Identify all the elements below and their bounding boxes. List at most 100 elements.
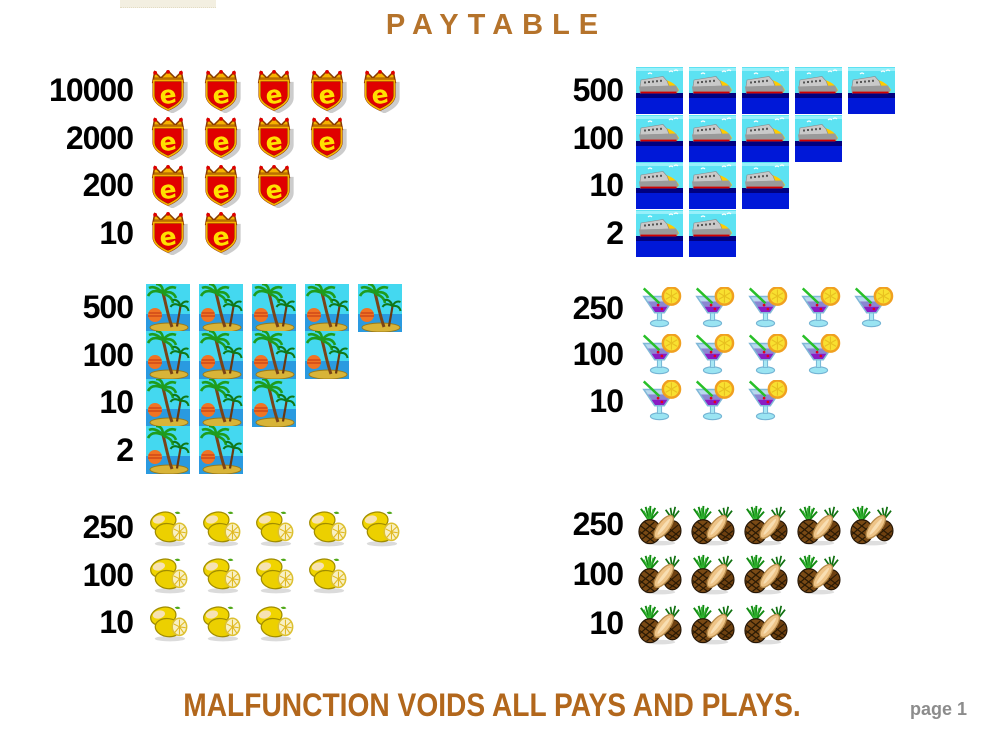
symbol-icons bbox=[636, 603, 795, 645]
palm-island-icon bbox=[146, 379, 190, 427]
payout-value: 100 bbox=[82, 556, 134, 593]
payout-value: 500 bbox=[82, 289, 134, 326]
pineapple-icon bbox=[636, 603, 682, 645]
payout-value: 2 bbox=[116, 431, 134, 468]
paytable-row: 250 bbox=[40, 504, 411, 552]
pineapple-icon bbox=[689, 603, 735, 645]
cruise-ship-icon bbox=[689, 210, 736, 257]
symbol-icons bbox=[636, 553, 848, 595]
palm-island-icon bbox=[305, 331, 349, 379]
cocktail-icon bbox=[689, 334, 736, 376]
shield-e-logo-icon bbox=[199, 164, 245, 208]
shield-e-logo-icon bbox=[199, 116, 245, 160]
symbol-icons bbox=[146, 211, 252, 255]
symbol-icons bbox=[636, 380, 795, 422]
paytable-row: 10 bbox=[538, 378, 901, 425]
symbol-icons bbox=[636, 504, 901, 546]
symbol-icons bbox=[146, 116, 358, 160]
paytable-row: 100 bbox=[538, 332, 901, 379]
cocktail-icon bbox=[636, 334, 683, 376]
palm-island-icon bbox=[252, 379, 296, 427]
cocktail-icon bbox=[689, 380, 736, 422]
symbol-icons bbox=[146, 604, 305, 642]
shield-e-logo-icon bbox=[146, 211, 192, 255]
screen-edge-artifact bbox=[120, 0, 216, 8]
payout-value: 100 bbox=[572, 336, 624, 373]
palm-island-icon bbox=[252, 284, 296, 332]
cruise-ship-icon bbox=[689, 162, 736, 209]
payout-value: 100 bbox=[82, 336, 134, 373]
shield-e-logo-icon bbox=[146, 116, 192, 160]
cruise-ship-icon bbox=[795, 115, 842, 162]
palm-island-icon bbox=[199, 331, 243, 379]
payout-value: 200 bbox=[82, 167, 134, 204]
shield-e-logo-icon bbox=[146, 164, 192, 208]
payout-value: 100 bbox=[572, 555, 624, 592]
symbol-icons bbox=[636, 334, 848, 376]
malfunction-disclaimer: MALFUNCTION VOIDS ALL PAYS AND PLAYS. bbox=[183, 687, 801, 723]
payout-value: 500 bbox=[572, 72, 624, 109]
paytable-row: 100 bbox=[40, 552, 411, 600]
payout-value: 10 bbox=[99, 214, 134, 251]
cocktail-icon bbox=[636, 380, 683, 422]
cruise-ship-icon bbox=[742, 162, 789, 209]
cruise-ship-icon bbox=[636, 210, 683, 257]
cruise-ship-icon bbox=[742, 67, 789, 114]
payout-value: 10 bbox=[589, 605, 624, 642]
pineapple-icon bbox=[795, 553, 841, 595]
paytable-row: 500 bbox=[538, 67, 901, 115]
pineapple-icon bbox=[689, 504, 735, 546]
paytable-row: 2 bbox=[40, 427, 411, 475]
shield-e-logo-icon bbox=[305, 69, 351, 113]
symbol-icons bbox=[146, 69, 411, 113]
lemons-icon bbox=[146, 604, 192, 642]
cocktail-icon bbox=[848, 287, 895, 329]
page-number-label: page 1 bbox=[909, 699, 967, 719]
palm-island-icon bbox=[199, 284, 243, 332]
cocktail-icon bbox=[795, 334, 842, 376]
paytable-row: 10 bbox=[40, 379, 411, 427]
palm-island-icon bbox=[305, 284, 349, 332]
paytable-row: 10 bbox=[538, 162, 901, 210]
cruise-ship-icon bbox=[689, 67, 736, 114]
paytable-row: 500 bbox=[40, 284, 411, 332]
shield-e-logo-icon bbox=[146, 69, 192, 113]
pineapple-icon bbox=[636, 504, 682, 546]
paytable-row: 2000 bbox=[40, 115, 411, 163]
palm-island-icon bbox=[358, 284, 402, 332]
pineapple-icon bbox=[636, 553, 682, 595]
symbol-icons bbox=[146, 556, 358, 594]
shield-e-logo-icon bbox=[252, 164, 298, 208]
payout-value: 10 bbox=[99, 604, 134, 641]
payout-value: 10 bbox=[589, 167, 624, 204]
payout-value: 10 bbox=[589, 382, 624, 419]
paytable-row: 200 bbox=[40, 162, 411, 210]
paytable-row: 10 bbox=[538, 599, 901, 649]
symbol-icons bbox=[636, 287, 901, 329]
cruise-ship-icon bbox=[636, 162, 683, 209]
shield-e-logo-icon bbox=[252, 116, 298, 160]
payout-value: 2 bbox=[606, 214, 624, 251]
lemons-icon bbox=[146, 509, 192, 547]
pineapple-icon bbox=[742, 603, 788, 645]
lemons-icon bbox=[252, 604, 298, 642]
paytable-row: 10000 bbox=[40, 67, 411, 115]
paytable-row: 250 bbox=[538, 285, 901, 332]
symbol-icons bbox=[146, 284, 411, 332]
cruise-ship-icon bbox=[848, 67, 895, 114]
payout-value: 10000 bbox=[49, 72, 134, 109]
paytable-group-cocktail: 250 100 10 bbox=[538, 285, 901, 425]
paytable-group-palm-island: 500 100 10 2 bbox=[40, 284, 411, 474]
pineapple-icon bbox=[848, 504, 894, 546]
paytable-row: 100 bbox=[40, 332, 411, 380]
cruise-ship-icon bbox=[636, 67, 683, 114]
symbol-icons bbox=[146, 379, 305, 427]
lemons-icon bbox=[199, 604, 245, 642]
cruise-ship-icon bbox=[742, 115, 789, 162]
lemons-icon bbox=[305, 556, 351, 594]
page-title: PAYTABLE bbox=[385, 9, 608, 41]
shield-e-logo-icon bbox=[358, 69, 404, 113]
lemons-icon bbox=[146, 556, 192, 594]
pineapple-icon bbox=[689, 553, 735, 595]
paytable-group-lemons: 250 100 10 bbox=[40, 504, 411, 647]
